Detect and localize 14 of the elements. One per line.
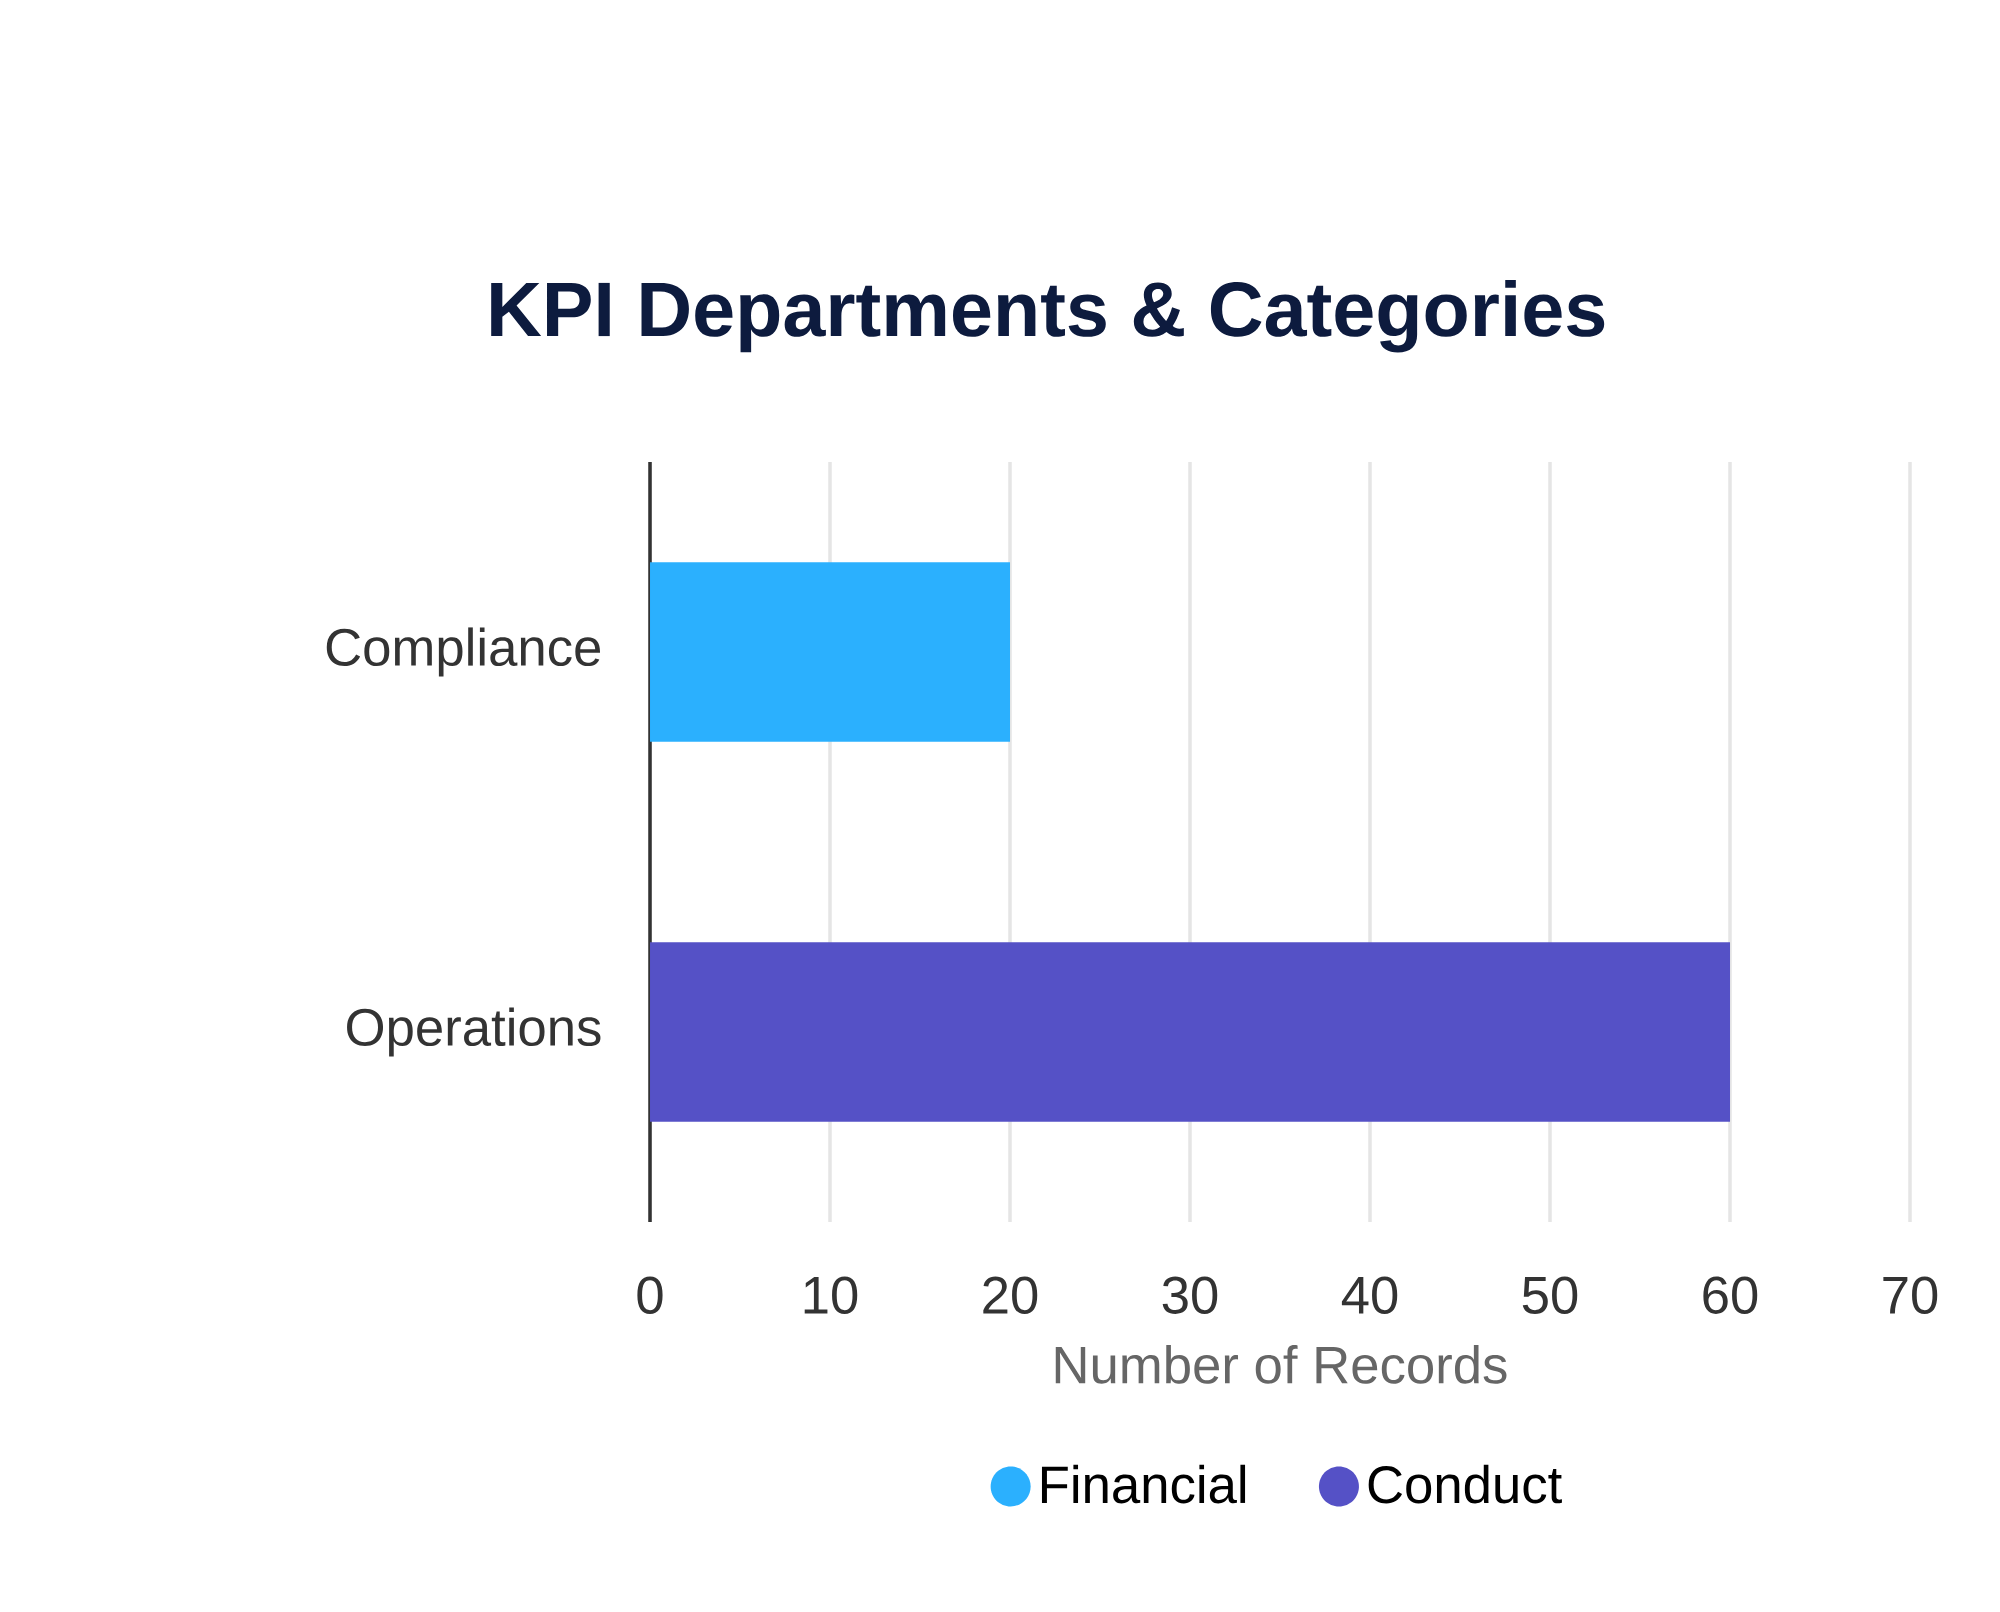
- x-tick-label: 0: [637, 1276, 663, 1314]
- x-tick-label: 60: [1703, 1276, 1758, 1314]
- legend-label: Conduct: [1368, 1464, 1562, 1504]
- x-tick-label: 50: [1522, 1276, 1578, 1314]
- y-tick-label: Operations: [347, 1007, 601, 1057]
- x-tick-label: 30: [1162, 1276, 1218, 1314]
- y-tick-label: Compliance: [326, 627, 601, 677]
- x-axis-title: Number of Records: [1055, 1345, 1507, 1384]
- x-tick-label: 40: [1341, 1276, 1398, 1314]
- chart-title: KPI Departments & Categories: [491, 280, 1605, 353]
- legend-label: Financial: [1041, 1464, 1246, 1504]
- x-tick-label: 10: [804, 1276, 858, 1314]
- x-tick-label: 70: [1883, 1276, 1938, 1314]
- x-tick-label: 20: [983, 1276, 1038, 1314]
